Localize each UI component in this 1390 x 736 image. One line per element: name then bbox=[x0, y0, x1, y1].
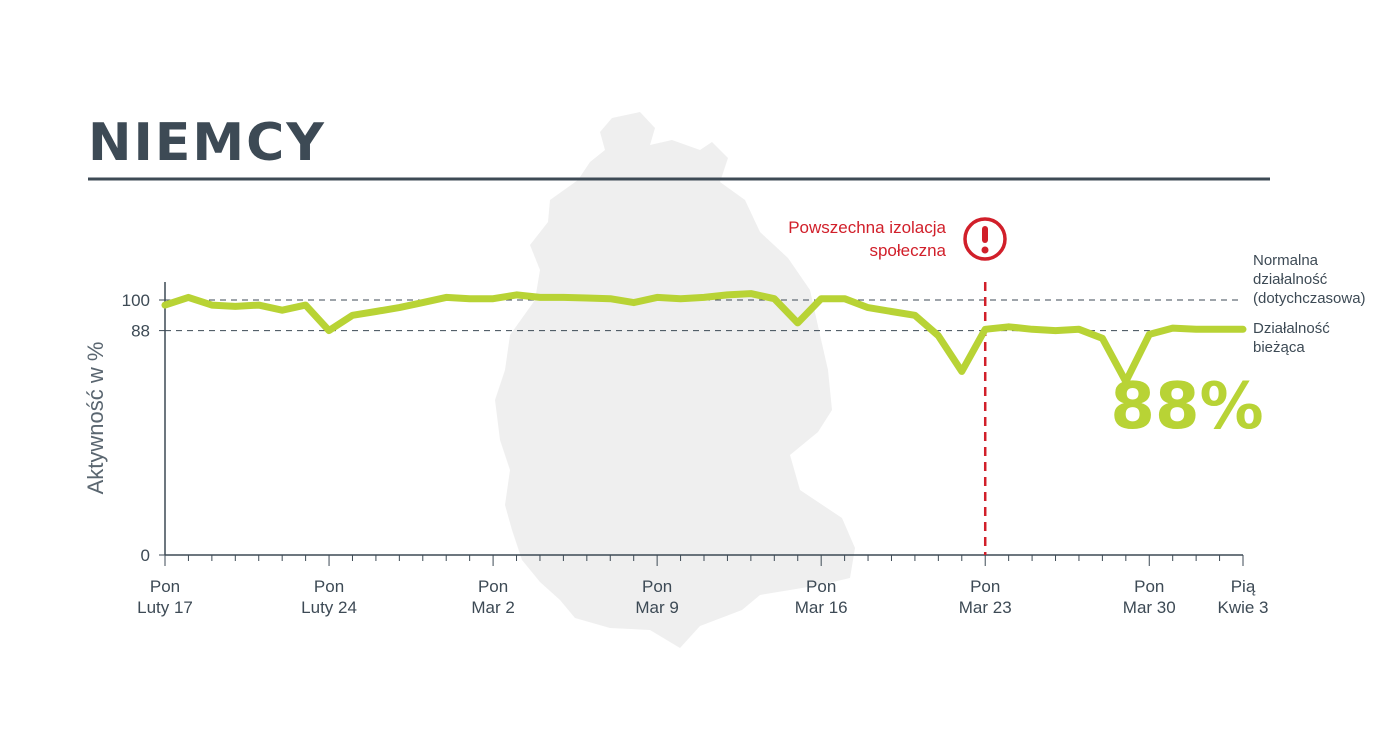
x-tick-label-date: Kwie 3 bbox=[1217, 598, 1268, 617]
event-marker: Powszechna izolacja społeczna bbox=[788, 217, 1007, 555]
event-label-line-2: społeczna bbox=[869, 241, 946, 260]
reference-label-88-line-1: Działalność bbox=[1253, 320, 1330, 337]
y-tick-label: 0 bbox=[141, 546, 150, 565]
x-tick-label-date: Luty 24 bbox=[301, 598, 357, 617]
page-title: NIEMCY bbox=[88, 113, 326, 173]
x-tick-label-date: Mar 9 bbox=[635, 598, 678, 617]
reference-label-100-line-3: (dotychczasowa) bbox=[1253, 290, 1366, 307]
event-label-line-1: Powszechna izolacja bbox=[788, 218, 946, 237]
x-tick-label-date: Luty 17 bbox=[137, 598, 193, 617]
germany-map-silhouette bbox=[495, 112, 855, 648]
chart-area: 0 88 100 Pon Luty 17 Pon Luty 24 Pon Mar 2 Pon Ma… bbox=[83, 217, 1366, 617]
x-tick-label-weekday: Pon bbox=[642, 577, 672, 596]
highlight-value: 88% bbox=[1110, 370, 1263, 444]
reference-label-100-line-2: działalność bbox=[1253, 271, 1328, 288]
x-tick-label-weekday: Pon bbox=[806, 577, 836, 596]
reference-label-88-line-2: bieżąca bbox=[1253, 339, 1305, 356]
x-tick-label-weekday: Pon bbox=[1134, 577, 1164, 596]
y-tick-label: 88 bbox=[131, 322, 150, 341]
x-tick-label-weekday: Pon bbox=[970, 577, 1000, 596]
x-tick-label-weekday: Pią bbox=[1231, 577, 1256, 596]
reference-labels: Normalna działalność (dotychczasowa) Działa… bbox=[1253, 252, 1366, 356]
x-tick-label-weekday: Pon bbox=[150, 577, 180, 596]
x-tick-label-weekday: Pon bbox=[314, 577, 344, 596]
y-axis-title: Aktywność w % bbox=[83, 342, 108, 495]
x-tick-label-date: Mar 16 bbox=[795, 598, 848, 617]
y-ticks: 0 88 100 bbox=[122, 291, 165, 565]
x-tick-label-date: Mar 23 bbox=[959, 598, 1012, 617]
x-ticks bbox=[164, 555, 1244, 566]
x-tick-label-date: Mar 2 bbox=[471, 598, 514, 617]
series-line-activity bbox=[161, 290, 1247, 386]
reference-label-100-line-1: Normalna bbox=[1253, 252, 1319, 269]
exclamation-circle-icon bbox=[963, 217, 1007, 261]
x-labels: Pon Luty 17 Pon Luty 24 Pon Mar 2 Pon Mar 9 Pon M… bbox=[137, 577, 1268, 617]
x-tick-label-date: Mar 30 bbox=[1123, 598, 1176, 617]
y-tick-label: 100 bbox=[122, 291, 150, 310]
x-tick-label-weekday: Pon bbox=[478, 577, 508, 596]
